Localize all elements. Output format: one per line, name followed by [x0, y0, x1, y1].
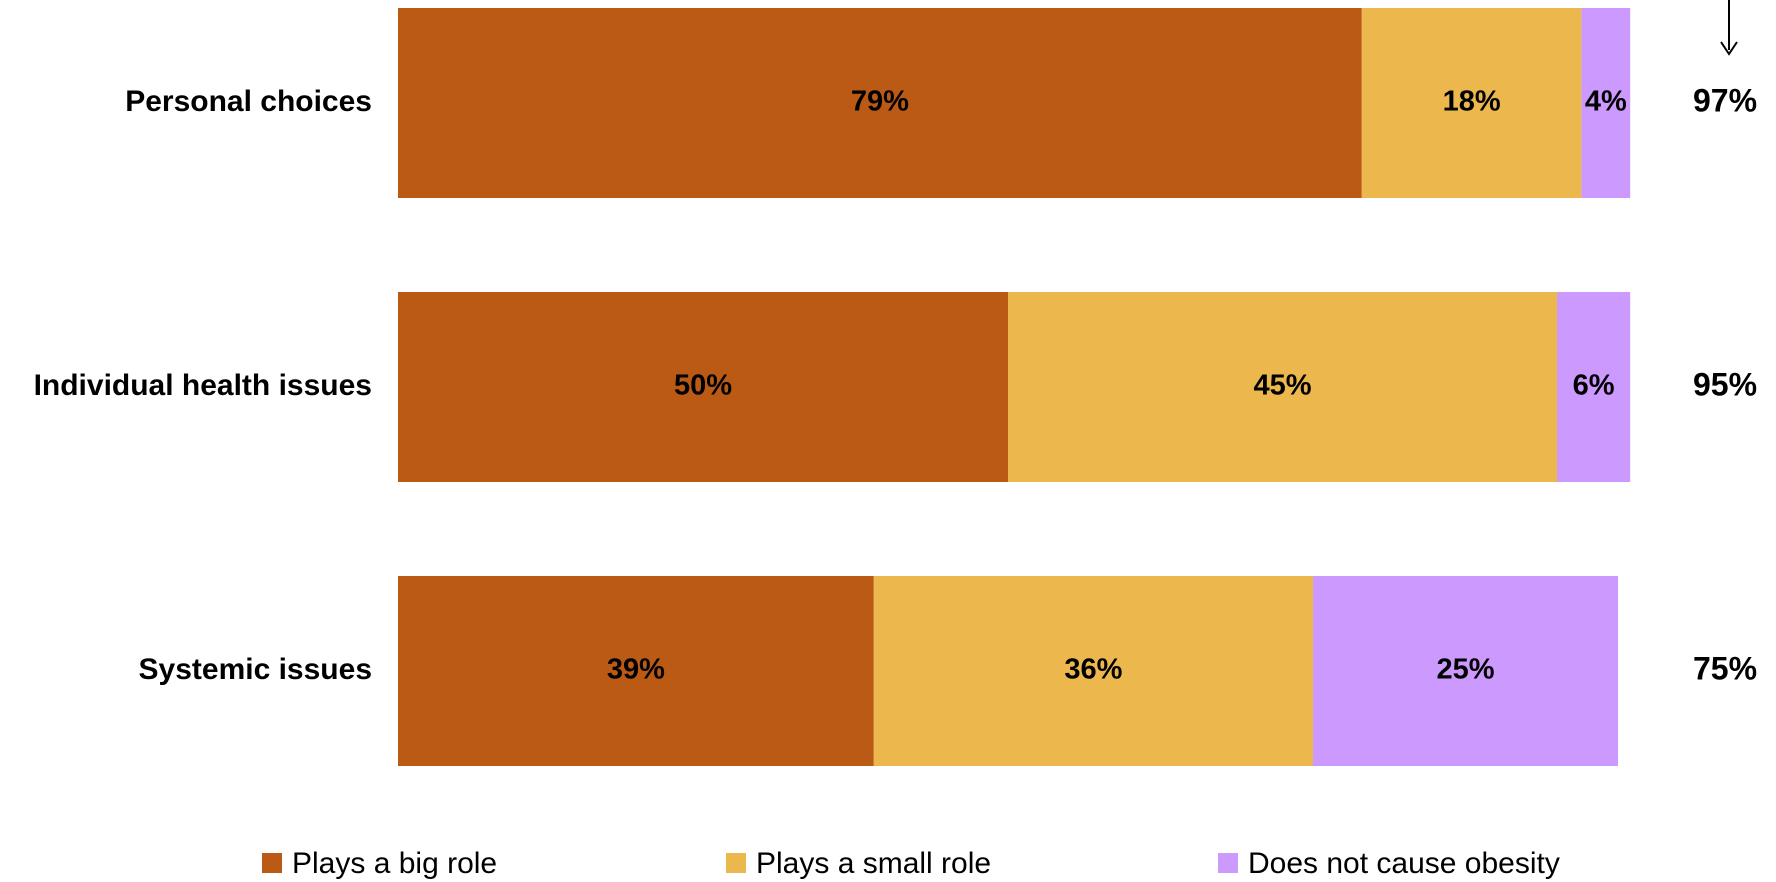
category-label: Systemic issues [139, 653, 372, 686]
bar-segment [1008, 292, 1557, 482]
bar-segment [398, 576, 874, 766]
legend-label: Plays a big role [292, 847, 497, 880]
value-label: 4% [1585, 86, 1627, 118]
bar-segment [1361, 8, 1582, 198]
value-label: 18% [1443, 86, 1501, 118]
bar-segment [1313, 576, 1618, 766]
value-label: 36% [1064, 654, 1122, 686]
bar-segment [1557, 292, 1631, 482]
bar-segment [873, 576, 1313, 766]
total-label: 95% [1693, 366, 1757, 402]
legend-swatch [1218, 853, 1238, 873]
value-label: 45% [1253, 370, 1311, 402]
legend-swatch [262, 853, 282, 873]
bar-segment [398, 292, 1008, 482]
legend-swatch [726, 853, 746, 873]
bar-segment [1581, 8, 1631, 198]
value-label: 39% [607, 654, 665, 686]
total-label: 75% [1693, 650, 1757, 686]
value-label: 50% [674, 370, 732, 402]
bar-segment [398, 8, 1362, 198]
category-label: Personal choices [125, 85, 372, 118]
total-label: 97% [1693, 82, 1757, 118]
category-label: Individual health issues [34, 369, 372, 402]
legend-label: Does not cause obesity [1248, 847, 1560, 880]
value-label: 79% [851, 86, 909, 118]
arrow-head [1720, 41, 1738, 56]
value-label: 25% [1436, 654, 1494, 686]
legend-label: Plays a small role [756, 847, 991, 880]
value-label: 6% [1573, 370, 1615, 402]
